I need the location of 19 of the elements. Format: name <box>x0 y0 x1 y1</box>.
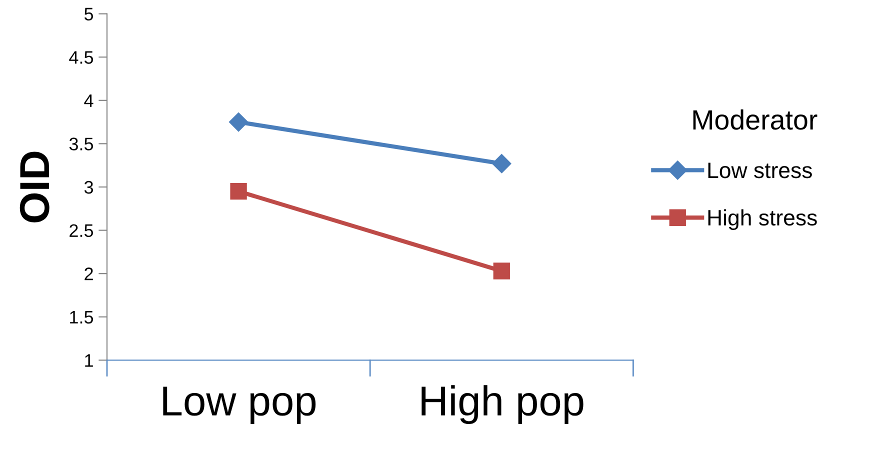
y-axis-title: OID <box>20 152 50 222</box>
point <box>492 154 512 174</box>
legend-label: High stress <box>708 209 817 230</box>
y-tick-label: 4.5 <box>69 51 94 64</box>
y-tick-label: 2.5 <box>70 224 94 238</box>
y-tick-label: 2 <box>84 268 93 280</box>
y-tick-label: 1 <box>85 354 93 367</box>
legend-title: Moderator <box>693 109 818 130</box>
point <box>230 182 247 200</box>
x-tick-label: Low pop <box>163 386 316 424</box>
x-tick-label: High pop <box>422 385 584 424</box>
y-tick-label: 1.5 <box>70 311 94 324</box>
y-tick-label: 3 <box>84 180 94 194</box>
y-tick-label: 4 <box>84 94 94 107</box>
y-tick-label: 5 <box>84 8 94 21</box>
legend-label: Low stress <box>708 162 812 178</box>
y-tick-label: 3.5 <box>69 138 94 150</box>
point <box>493 262 510 280</box>
point <box>229 112 248 132</box>
